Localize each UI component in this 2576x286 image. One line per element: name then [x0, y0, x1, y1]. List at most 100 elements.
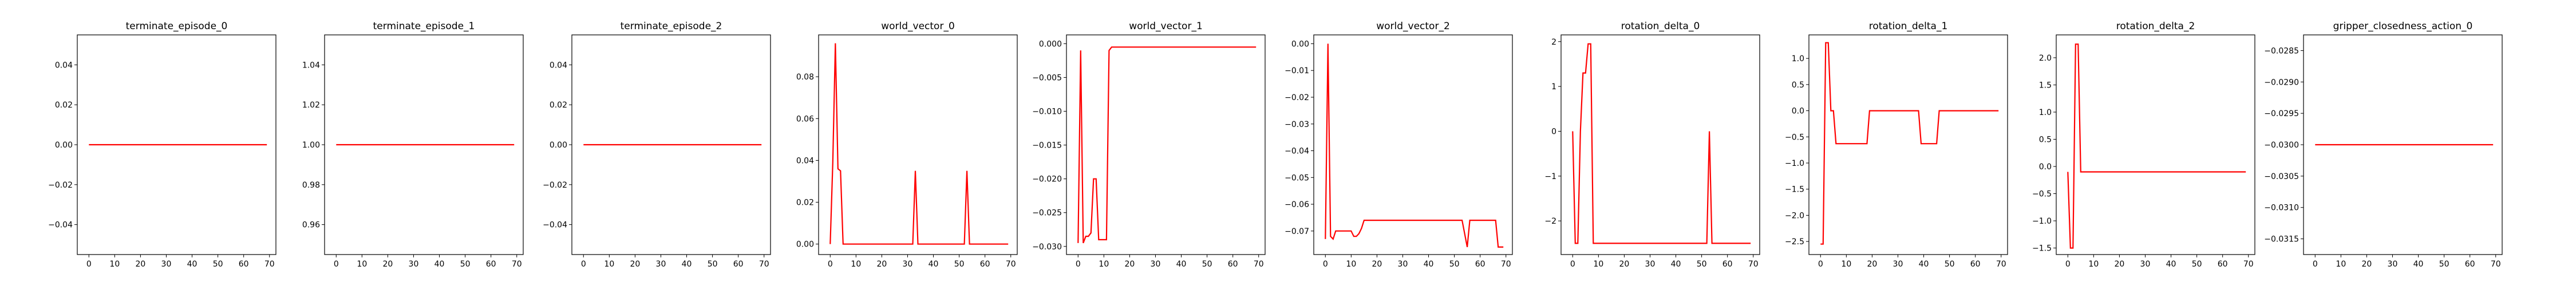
y-tick-label: −0.0315 — [2264, 235, 2299, 244]
y-tick-label: 0.02 — [796, 198, 814, 208]
x-tick-label: 30 — [2140, 260, 2151, 269]
y-tick-label: −0.5 — [2032, 190, 2052, 199]
x-tick-label: 10 — [1593, 260, 1603, 269]
y-tick-label: 0.00 — [796, 240, 814, 249]
x-tick-label: 0 — [1076, 260, 1081, 269]
y-tick-label: −0.02 — [48, 181, 73, 190]
x-tick-label: 50 — [954, 260, 965, 269]
x-tick-label: 10 — [2088, 260, 2099, 269]
x-tick-label: 20 — [135, 260, 145, 269]
y-tick-label: 0.5 — [2039, 135, 2052, 144]
series-line — [1820, 42, 1999, 245]
y-tick-label: 2.0 — [2039, 54, 2052, 63]
x-tick-label: 30 — [409, 260, 419, 269]
y-tick-label: −2 — [1544, 217, 1556, 226]
x-tick-label: 30 — [2388, 260, 2398, 269]
y-tick-label: 1.0 — [1792, 54, 1804, 63]
y-tick-label: 0.0 — [1792, 107, 1804, 116]
y-tick-label: −0.0285 — [2264, 46, 2299, 55]
x-tick-label: 0 — [86, 260, 92, 269]
x-tick-label: 70 — [759, 260, 769, 269]
series-line — [1077, 46, 1257, 244]
x-tick-label: 50 — [2192, 260, 2202, 269]
subplot-title: rotation_delta_0 — [1621, 21, 1700, 32]
series-line — [829, 43, 1009, 245]
y-tick-label: −1.0 — [2032, 217, 2052, 226]
subplot-title: world_vector_2 — [1376, 21, 1450, 32]
x-tick-label: 0 — [2313, 260, 2318, 269]
x-tick-label: 30 — [1893, 260, 1903, 269]
axes-frame — [324, 34, 524, 255]
subplot-rotation_delta_0: rotation_delta_0 0 10 20 30 40 50 60 70 −2 −1 0 1 2 — [1544, 21, 1760, 269]
axes-frame — [2056, 34, 2255, 255]
y-tick-label: 2 — [1551, 38, 1556, 47]
axes-frame — [2303, 34, 2503, 255]
y-tick-label: −0.010 — [1032, 108, 1062, 117]
y-tick-label: 0.00 — [55, 141, 73, 150]
x-tick-label: 30 — [161, 260, 172, 269]
y-tick-label: 1 — [1551, 82, 1556, 92]
y-tick-label: 1.04 — [302, 61, 320, 70]
x-tick-label: 70 — [2243, 260, 2254, 269]
x-tick-label: 50 — [213, 260, 223, 269]
x-tick-label: 10 — [109, 260, 120, 269]
x-tick-label: 50 — [1945, 260, 1955, 269]
y-tick-label: −0.06 — [1285, 200, 1309, 209]
x-tick-label: 30 — [1645, 260, 1656, 269]
x-tick-label: 10 — [357, 260, 367, 269]
y-tick-label: −1.5 — [1785, 185, 1804, 194]
subplot-rotation_delta_1: rotation_delta_1 0 10 20 30 40 50 60 70 −2.5 −2.0 −… — [1785, 21, 2008, 269]
axes-frame — [571, 34, 771, 255]
x-tick-label: 0 — [334, 260, 339, 269]
y-tick-label: −1 — [1544, 172, 1556, 181]
x-tick-label: 50 — [2439, 260, 2449, 269]
y-tick-label: 0.02 — [550, 101, 567, 110]
x-tick-label: 40 — [2166, 260, 2176, 269]
x-tick-label: 0 — [828, 260, 833, 269]
subplot-world_vector_2: world_vector_2 0 10 20 30 40 50 60 70 −0.07 −0.06 −… — [1285, 21, 1513, 269]
series-line — [2067, 43, 2246, 249]
y-tick-label: 0.0 — [2039, 162, 2052, 172]
x-tick-label: 70 — [2491, 260, 2501, 269]
x-tick-label: 30 — [656, 260, 666, 269]
y-tick-label: −0.01 — [1285, 66, 1309, 76]
y-tick-label: −0.05 — [1285, 173, 1309, 182]
y-tick-label: −2.0 — [1785, 211, 1804, 220]
x-tick-label: 40 — [682, 260, 692, 269]
x-tick-label: 60 — [2465, 260, 2475, 269]
x-tick-label: 10 — [851, 260, 861, 269]
y-tick-label: −0.02 — [543, 181, 567, 190]
x-tick-label: 60 — [1722, 260, 1733, 269]
x-tick-label: 40 — [2413, 260, 2424, 269]
x-tick-label: 0 — [581, 260, 586, 269]
x-tick-label: 60 — [1228, 260, 1238, 269]
y-tick-label: 0.5 — [1792, 81, 1804, 90]
x-tick-label: 10 — [1841, 260, 1851, 269]
x-tick-label: 50 — [1697, 260, 1707, 269]
y-tick-label: −0.005 — [1032, 73, 1062, 82]
y-tick-label: −1.0 — [1785, 159, 1804, 168]
subplot-world_vector_0: world_vector_0 0 10 20 30 40 50 60 70 0.00 0.02 0.0… — [796, 21, 1018, 269]
subplot-title: rotation_delta_2 — [2116, 21, 2195, 32]
x-tick-label: 10 — [1099, 260, 1109, 269]
subplot-world_vector_1: world_vector_1 0 10 20 30 40 50 60 70 −0.030 −0.02… — [1032, 21, 1266, 269]
y-tick-label: −0.0295 — [2264, 109, 2299, 118]
y-tick-label: −0.5 — [1785, 133, 1804, 142]
x-tick-label: 20 — [1124, 260, 1135, 269]
x-tick-label: 60 — [239, 260, 249, 269]
x-tick-label: 20 — [1619, 260, 1629, 269]
x-tick-label: 30 — [903, 260, 913, 269]
x-tick-label: 70 — [1748, 260, 1759, 269]
x-tick-label: 70 — [1996, 260, 2006, 269]
subplot-terminate_episode_2: terminate_episode_2 0 10 20 30 40 50 60 70 −0.04 −… — [543, 21, 771, 269]
x-tick-label: 40 — [187, 260, 197, 269]
x-tick-label: 40 — [929, 260, 939, 269]
y-tick-label: 0 — [1551, 127, 1556, 136]
x-tick-label: 20 — [1372, 260, 1382, 269]
x-tick-label: 60 — [486, 260, 496, 269]
y-tick-label: 1.0 — [2039, 108, 2052, 117]
subplot-title: gripper_closedness_action_0 — [2333, 21, 2473, 32]
x-tick-label: 20 — [2114, 260, 2124, 269]
y-tick-label: −2.5 — [1785, 237, 1804, 247]
